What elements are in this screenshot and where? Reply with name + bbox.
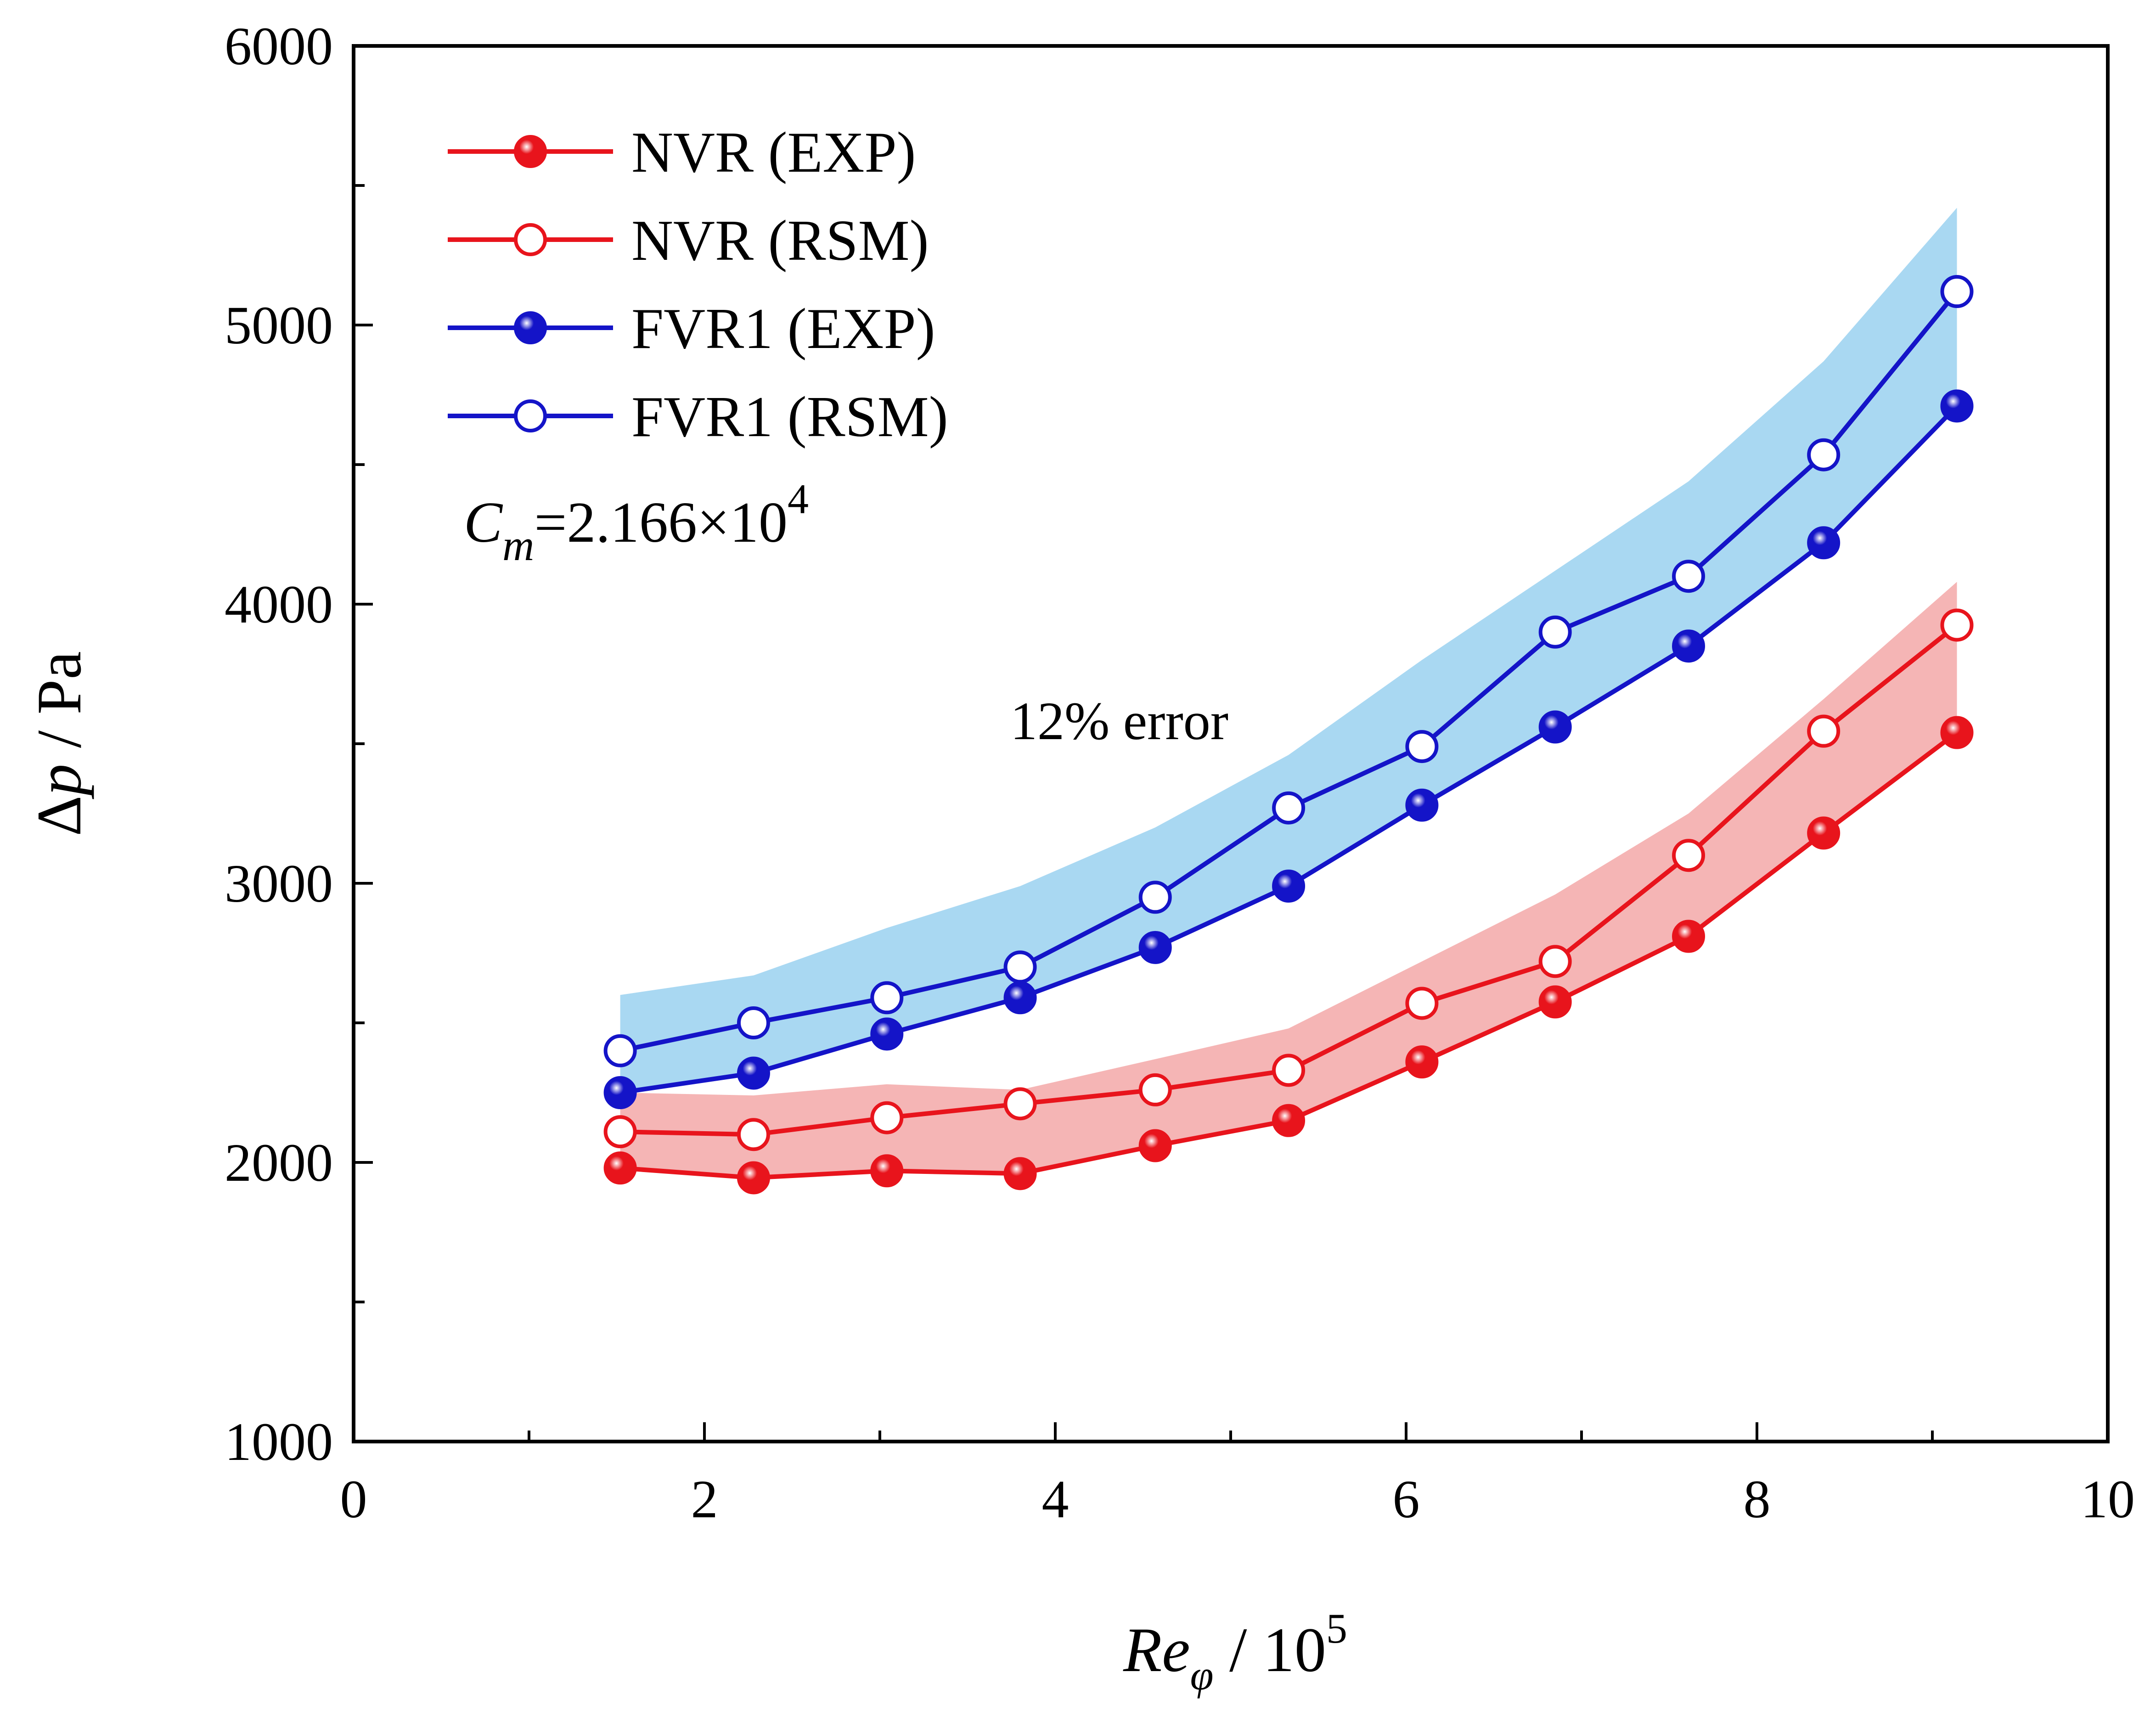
point-nvr-exp-2 — [737, 1161, 770, 1195]
point-fvr1-rsm-11 — [1940, 275, 1974, 309]
legend-item-nvr-exp: NVR (EXP) — [448, 121, 916, 185]
point-fvr1-exp-3 — [870, 1017, 904, 1051]
point-fvr1-rsm-1 — [603, 1034, 637, 1067]
point-fvr1-exp-1 — [603, 1076, 637, 1109]
point-fvr1-rsm-2 — [737, 1006, 770, 1039]
y-tick-label-6000: 6000 — [225, 16, 333, 76]
legend-label: NVR (RSM) — [631, 209, 929, 273]
legend-marker — [514, 311, 547, 344]
legend-marker — [514, 135, 547, 168]
point-fvr1-rsm-8 — [1538, 615, 1572, 649]
point-fvr1-exp-10 — [1807, 526, 1841, 560]
point-nvr-exp-11 — [1940, 716, 1974, 749]
point-nvr-exp-8 — [1538, 985, 1572, 1019]
point-nvr-exp-10 — [1807, 816, 1841, 850]
point-fvr1-exp-6 — [1272, 870, 1306, 903]
point-nvr-exp-6 — [1272, 1104, 1306, 1137]
point-fvr1-rsm-10 — [1807, 438, 1841, 471]
point-nvr-exp-7 — [1405, 1045, 1439, 1079]
point-fvr1-rsm-9 — [1672, 560, 1706, 593]
y-tick-label-2000: 2000 — [225, 1133, 333, 1193]
x-tick-label-10: 10 — [2081, 1469, 2135, 1529]
x-tick-label-2: 2 — [691, 1469, 718, 1529]
legend-item-fvr1-exp: FVR1 (EXP) — [448, 297, 935, 361]
point-nvr-exp-9 — [1672, 920, 1706, 953]
series-markers — [603, 275, 1974, 1195]
point-fvr1-rsm-7 — [1405, 730, 1439, 763]
point-fvr1-exp-5 — [1138, 931, 1172, 964]
point-fvr1-rsm-6 — [1272, 791, 1306, 825]
x-tick-label-0: 0 — [340, 1469, 367, 1529]
point-nvr-rsm-1 — [603, 1115, 637, 1149]
point-fvr1-exp-2 — [737, 1056, 770, 1090]
point-fvr1-rsm-4 — [1003, 950, 1037, 984]
x-tick-label-6: 6 — [1393, 1469, 1420, 1529]
condition-annotation: Cm=2.166×104 — [464, 476, 809, 570]
legend-item-nvr-rsm: NVR (RSM) — [448, 209, 929, 273]
point-nvr-rsm-3 — [870, 1101, 904, 1134]
x-tick-label-8: 8 — [1744, 1469, 1771, 1529]
y-tick-label-3000: 3000 — [225, 853, 333, 914]
legend-marker — [514, 399, 547, 432]
point-fvr1-exp-8 — [1538, 710, 1572, 744]
point-nvr-rsm-7 — [1405, 987, 1439, 1020]
point-nvr-rsm-2 — [737, 1118, 770, 1151]
legend-item-fvr1-rsm: FVR1 (RSM) — [448, 385, 948, 449]
point-fvr1-rsm-5 — [1138, 881, 1172, 914]
y-tick-label-4000: 4000 — [225, 574, 333, 634]
point-nvr-rsm-9 — [1672, 839, 1706, 872]
x-tick-label-4: 4 — [1042, 1469, 1069, 1529]
legend-label: FVR1 (RSM) — [631, 385, 948, 449]
legend: NVR (EXP) NVR (RSM) FVR1 (EXP) FVR1 (RSM) — [448, 121, 948, 449]
point-fvr1-rsm-3 — [870, 981, 904, 1015]
legend-label: NVR (EXP) — [631, 121, 916, 185]
point-fvr1-exp-7 — [1405, 788, 1439, 822]
legend-marker — [514, 223, 547, 256]
point-nvr-rsm-8 — [1538, 945, 1572, 978]
point-fvr1-exp-4 — [1003, 981, 1037, 1015]
point-nvr-exp-3 — [870, 1154, 904, 1188]
point-nvr-rsm-6 — [1272, 1054, 1306, 1087]
point-nvr-exp-1 — [603, 1151, 637, 1185]
point-nvr-rsm-4 — [1003, 1087, 1037, 1121]
y-tick-label-5000: 5000 — [225, 295, 333, 355]
point-nvr-exp-5 — [1138, 1129, 1172, 1162]
point-nvr-rsm-5 — [1138, 1073, 1172, 1106]
point-fvr1-exp-11 — [1940, 389, 1974, 423]
x-axis-title: Reφ / 105 — [1123, 1605, 1347, 1699]
error-band-fvr1 — [620, 208, 1957, 1093]
legend-label: FVR1 (EXP) — [631, 297, 935, 361]
point-nvr-rsm-11 — [1940, 608, 1974, 642]
point-nvr-rsm-10 — [1807, 714, 1841, 748]
axes — [352, 44, 2110, 1443]
tick-labels: 0 2 4 6 8 10 1000 2000 3000 4000 5000 6000 — [225, 16, 2135, 1529]
error-annotation: 12% error — [1010, 691, 1228, 751]
y-axis-title: Δp / Pa — [24, 651, 94, 836]
point-nvr-exp-4 — [1003, 1157, 1037, 1190]
y-tick-label-1000: 1000 — [225, 1412, 333, 1472]
point-fvr1-exp-9 — [1672, 629, 1706, 663]
